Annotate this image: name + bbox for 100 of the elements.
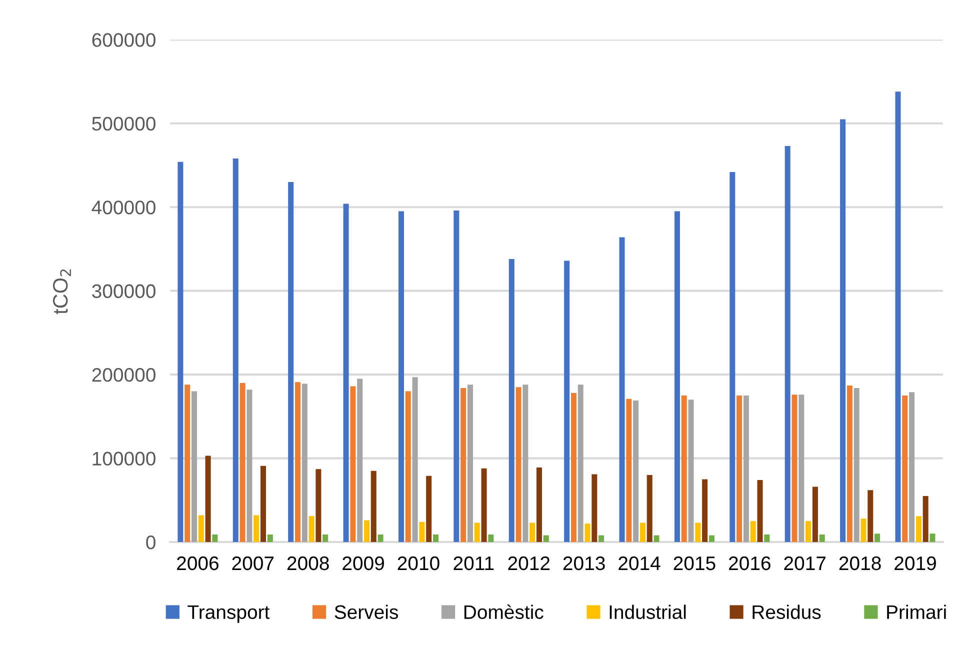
bar: [930, 534, 936, 542]
bar: [840, 119, 846, 542]
bar: [516, 387, 522, 542]
bar: [184, 384, 190, 542]
bar: [750, 521, 756, 542]
bar: [633, 400, 639, 542]
legend-label: Domèstic: [464, 604, 544, 620]
bar: [895, 92, 901, 542]
bar: [922, 496, 928, 542]
bar: [708, 535, 714, 542]
bar: [730, 172, 736, 542]
x-tick-label: 2009: [342, 556, 384, 570]
bar: [916, 516, 922, 542]
bar: [488, 534, 494, 542]
bar: [419, 522, 425, 542]
bar: [757, 480, 763, 542]
bar: [191, 391, 198, 542]
bar: [598, 535, 604, 542]
bar: [626, 398, 632, 542]
x-tick-label: 2008: [287, 556, 329, 570]
y-tick-label: 500000: [92, 116, 156, 131]
bar: [909, 392, 915, 542]
x-tick-label: 2018: [839, 556, 881, 570]
bar: [398, 211, 404, 542]
bar: [846, 385, 852, 542]
bar: [792, 394, 798, 542]
bar: [530, 522, 536, 542]
x-tick-label: 2016: [729, 556, 770, 570]
bar: [806, 521, 812, 542]
bar: [819, 534, 825, 542]
bar: [860, 518, 866, 542]
bar: [412, 377, 418, 542]
bar: [378, 534, 384, 542]
bar: [564, 260, 570, 542]
bar: [426, 476, 432, 542]
y-tick-label: 0: [146, 535, 156, 550]
bar: [619, 237, 625, 542]
legend-label: Transport: [188, 605, 270, 623]
bar: [254, 515, 260, 542]
bar: [854, 388, 860, 542]
bar: [205, 456, 211, 542]
bar: [640, 522, 646, 542]
bar: [578, 384, 584, 542]
bar: [454, 210, 460, 542]
bar: [584, 524, 590, 542]
y-axis-title: tCO$_{2}$: [52, 269, 71, 314]
bar: [198, 515, 204, 542]
bar: [812, 486, 818, 542]
legend-label: Residus: [752, 604, 821, 620]
bar: [288, 182, 294, 542]
bar: [322, 534, 328, 542]
bar: [688, 400, 694, 542]
bar: [681, 396, 687, 542]
y-tick-label: 300000: [92, 284, 156, 298]
bar: [481, 468, 487, 542]
bar: [695, 522, 701, 542]
bar: [212, 534, 218, 542]
x-tick-label: 2006: [177, 556, 218, 570]
legend-label: Primari: [887, 604, 946, 620]
bar: [260, 466, 266, 542]
bar: [267, 534, 273, 542]
bar: [343, 204, 349, 542]
bar: [405, 391, 411, 542]
bar: [474, 522, 480, 542]
y-tick-label: 400000: [92, 200, 156, 214]
bar: [294, 382, 300, 542]
bar: [736, 396, 742, 542]
bar: [592, 474, 598, 542]
y-tick-label: 100000: [92, 452, 156, 466]
bar: [654, 535, 660, 542]
bar: [902, 396, 908, 542]
bar: [316, 469, 322, 542]
legend-label: Serveis: [334, 604, 398, 620]
bar: [370, 470, 376, 542]
bar: [357, 378, 363, 542]
bar: [702, 479, 708, 542]
x-tick-label: 2017: [784, 556, 826, 570]
bar: [674, 211, 680, 542]
bar: [508, 259, 514, 542]
x-tick-label: 2007: [232, 556, 274, 570]
bar: [302, 384, 308, 542]
bar: [536, 468, 542, 542]
bar: [646, 475, 652, 542]
bar: [240, 382, 246, 542]
x-tick-label: 2013: [563, 556, 605, 570]
x-tick-label: 2019: [894, 556, 936, 570]
bar: [467, 384, 473, 542]
bar: [178, 162, 184, 542]
bar: [743, 396, 749, 542]
x-tick-label: 2014: [618, 556, 660, 570]
x-tick-label: 2015: [674, 556, 716, 570]
bar: [350, 386, 356, 542]
x-tick-label: 2010: [398, 556, 440, 570]
y-tick-label: 600000: [92, 33, 156, 47]
bar: [460, 388, 466, 542]
bar: [432, 534, 438, 542]
bar: [308, 516, 314, 542]
bar: [764, 534, 770, 542]
bar: [784, 146, 790, 542]
x-tick-label: 2011: [454, 556, 494, 570]
